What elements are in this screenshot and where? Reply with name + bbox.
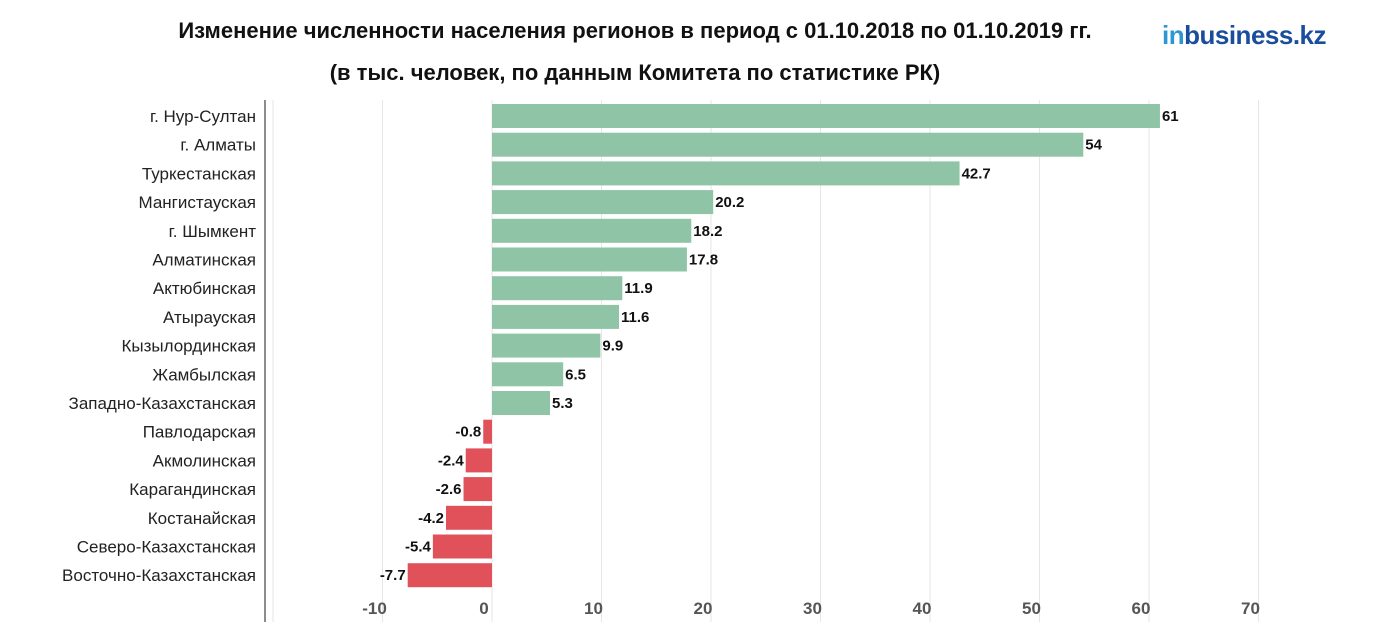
data-label: -0.8 — [455, 424, 481, 441]
category-label: г. Нур-Султан — [150, 107, 256, 126]
data-label: -4.2 — [418, 510, 444, 527]
data-label: 61 — [1162, 108, 1179, 125]
category-label: Карагандинская — [129, 480, 256, 499]
category-label: Мангистауская — [138, 193, 256, 212]
data-label: 11.9 — [624, 280, 652, 297]
x-tick-label: -10 — [362, 599, 387, 618]
bar — [463, 477, 492, 502]
data-label: 54 — [1085, 137, 1102, 154]
data-label: 11.6 — [621, 309, 649, 326]
bar — [492, 304, 620, 329]
logo-rest: business.kz — [1184, 20, 1327, 50]
x-tick-label: 10 — [584, 599, 603, 618]
data-label: 18.2 — [693, 223, 722, 240]
x-tick-label: 0 — [479, 599, 488, 618]
category-label: г. Алматы — [180, 136, 256, 155]
x-tick-label: 70 — [1241, 599, 1260, 618]
bar — [432, 534, 492, 559]
x-tick-label: 50 — [1022, 599, 1041, 618]
category-label: Актюбинская — [153, 279, 256, 298]
bar — [492, 132, 1084, 157]
data-label: 42.7 — [962, 165, 991, 182]
data-label: 20.2 — [715, 194, 744, 211]
data-label: 5.3 — [552, 395, 573, 412]
data-label: -2.6 — [436, 481, 462, 498]
bar — [492, 161, 960, 186]
x-tick-label: 60 — [1132, 599, 1151, 618]
category-label: г. Шымкент — [169, 222, 257, 241]
category-label: Кызылординская — [121, 337, 256, 356]
bar — [492, 190, 714, 215]
x-tick-label: 30 — [803, 599, 822, 618]
inbusiness-logo[interactable]: inbusiness.kz — [1162, 20, 1327, 51]
bar — [446, 505, 492, 530]
chart-subtitle: (в тыс. человек, по данным Комитета по с… — [329, 60, 941, 85]
bar — [492, 247, 687, 272]
bar — [492, 218, 692, 243]
category-label: Алматинская — [152, 251, 256, 270]
category-label: Жамбылская — [152, 365, 256, 384]
bar — [492, 362, 564, 387]
bar — [492, 276, 623, 301]
x-tick-label: 40 — [913, 599, 932, 618]
category-label: Атырауская — [163, 308, 256, 327]
category-label: Павлодарская — [143, 423, 256, 442]
bar — [492, 391, 551, 415]
category-label: Костанайская — [148, 509, 256, 528]
bar — [492, 333, 601, 358]
bar — [483, 419, 492, 444]
category-label: Северо-Казахстанская — [77, 538, 256, 557]
category-label: Восточно-Казахстанская — [62, 566, 256, 585]
data-label: 9.9 — [602, 338, 623, 355]
data-label: -2.4 — [438, 452, 465, 469]
data-label: -7.7 — [380, 567, 406, 584]
category-label: Западно-Казахстанская — [69, 394, 256, 413]
data-label: -5.4 — [405, 539, 432, 556]
category-label: Акмолинская — [153, 451, 256, 470]
chart-title: Изменение численности населения регионов… — [178, 18, 1092, 43]
data-label: 6.5 — [565, 366, 586, 383]
logo-in: in — [1162, 20, 1185, 50]
category-label: Туркестанская — [142, 164, 256, 183]
data-label: 17.8 — [689, 252, 718, 269]
bar — [407, 563, 492, 588]
bar — [465, 448, 492, 473]
bar — [492, 104, 1160, 128]
x-tick-label: 20 — [694, 599, 713, 618]
